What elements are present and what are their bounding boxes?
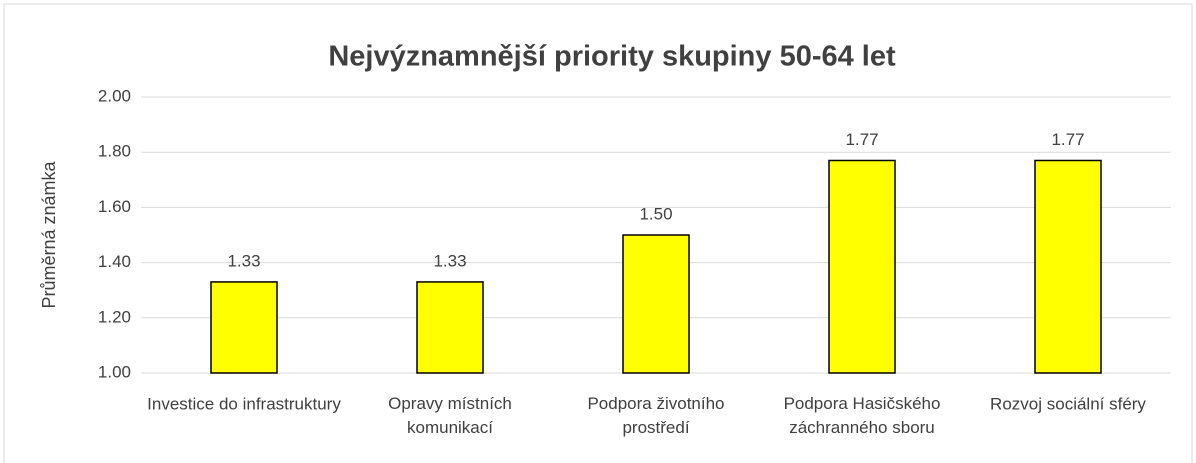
- data-label: 1.77: [1051, 130, 1084, 149]
- x-tick-label: Podpora životního prostředí: [587, 394, 724, 437]
- x-tick-label: Podpora Hasičského záchranného sboru: [784, 394, 941, 437]
- y-tick-label: 2.00: [98, 86, 131, 105]
- bar: [622, 234, 690, 374]
- bar: [416, 281, 484, 374]
- bar: [828, 159, 896, 374]
- bar: [1034, 159, 1102, 374]
- chart-border: [3, 3, 1193, 463]
- x-tick-label: Investice do infrastruktury: [147, 394, 341, 413]
- x-tick-label: Rozvoj sociální sféry: [990, 394, 1146, 413]
- y-tick-label: 1.00: [98, 362, 131, 381]
- y-axis-label: Průměrná známka: [39, 160, 59, 308]
- chart-title: Nejvýznamnější priority skupiny 50-64 le…: [328, 41, 896, 73]
- data-label: 1.77: [845, 130, 878, 149]
- y-tick-label: 1.40: [98, 252, 131, 271]
- bar: [210, 281, 278, 374]
- data-label: 1.33: [433, 251, 466, 270]
- y-tick-label: 1.20: [98, 307, 131, 326]
- data-label: 1.33: [227, 251, 260, 270]
- y-tick-label: 1.60: [98, 197, 131, 216]
- y-tick-label: 1.80: [98, 142, 131, 161]
- x-tick-label: Opravy místních komunikací: [388, 394, 512, 437]
- data-label: 1.50: [639, 204, 672, 223]
